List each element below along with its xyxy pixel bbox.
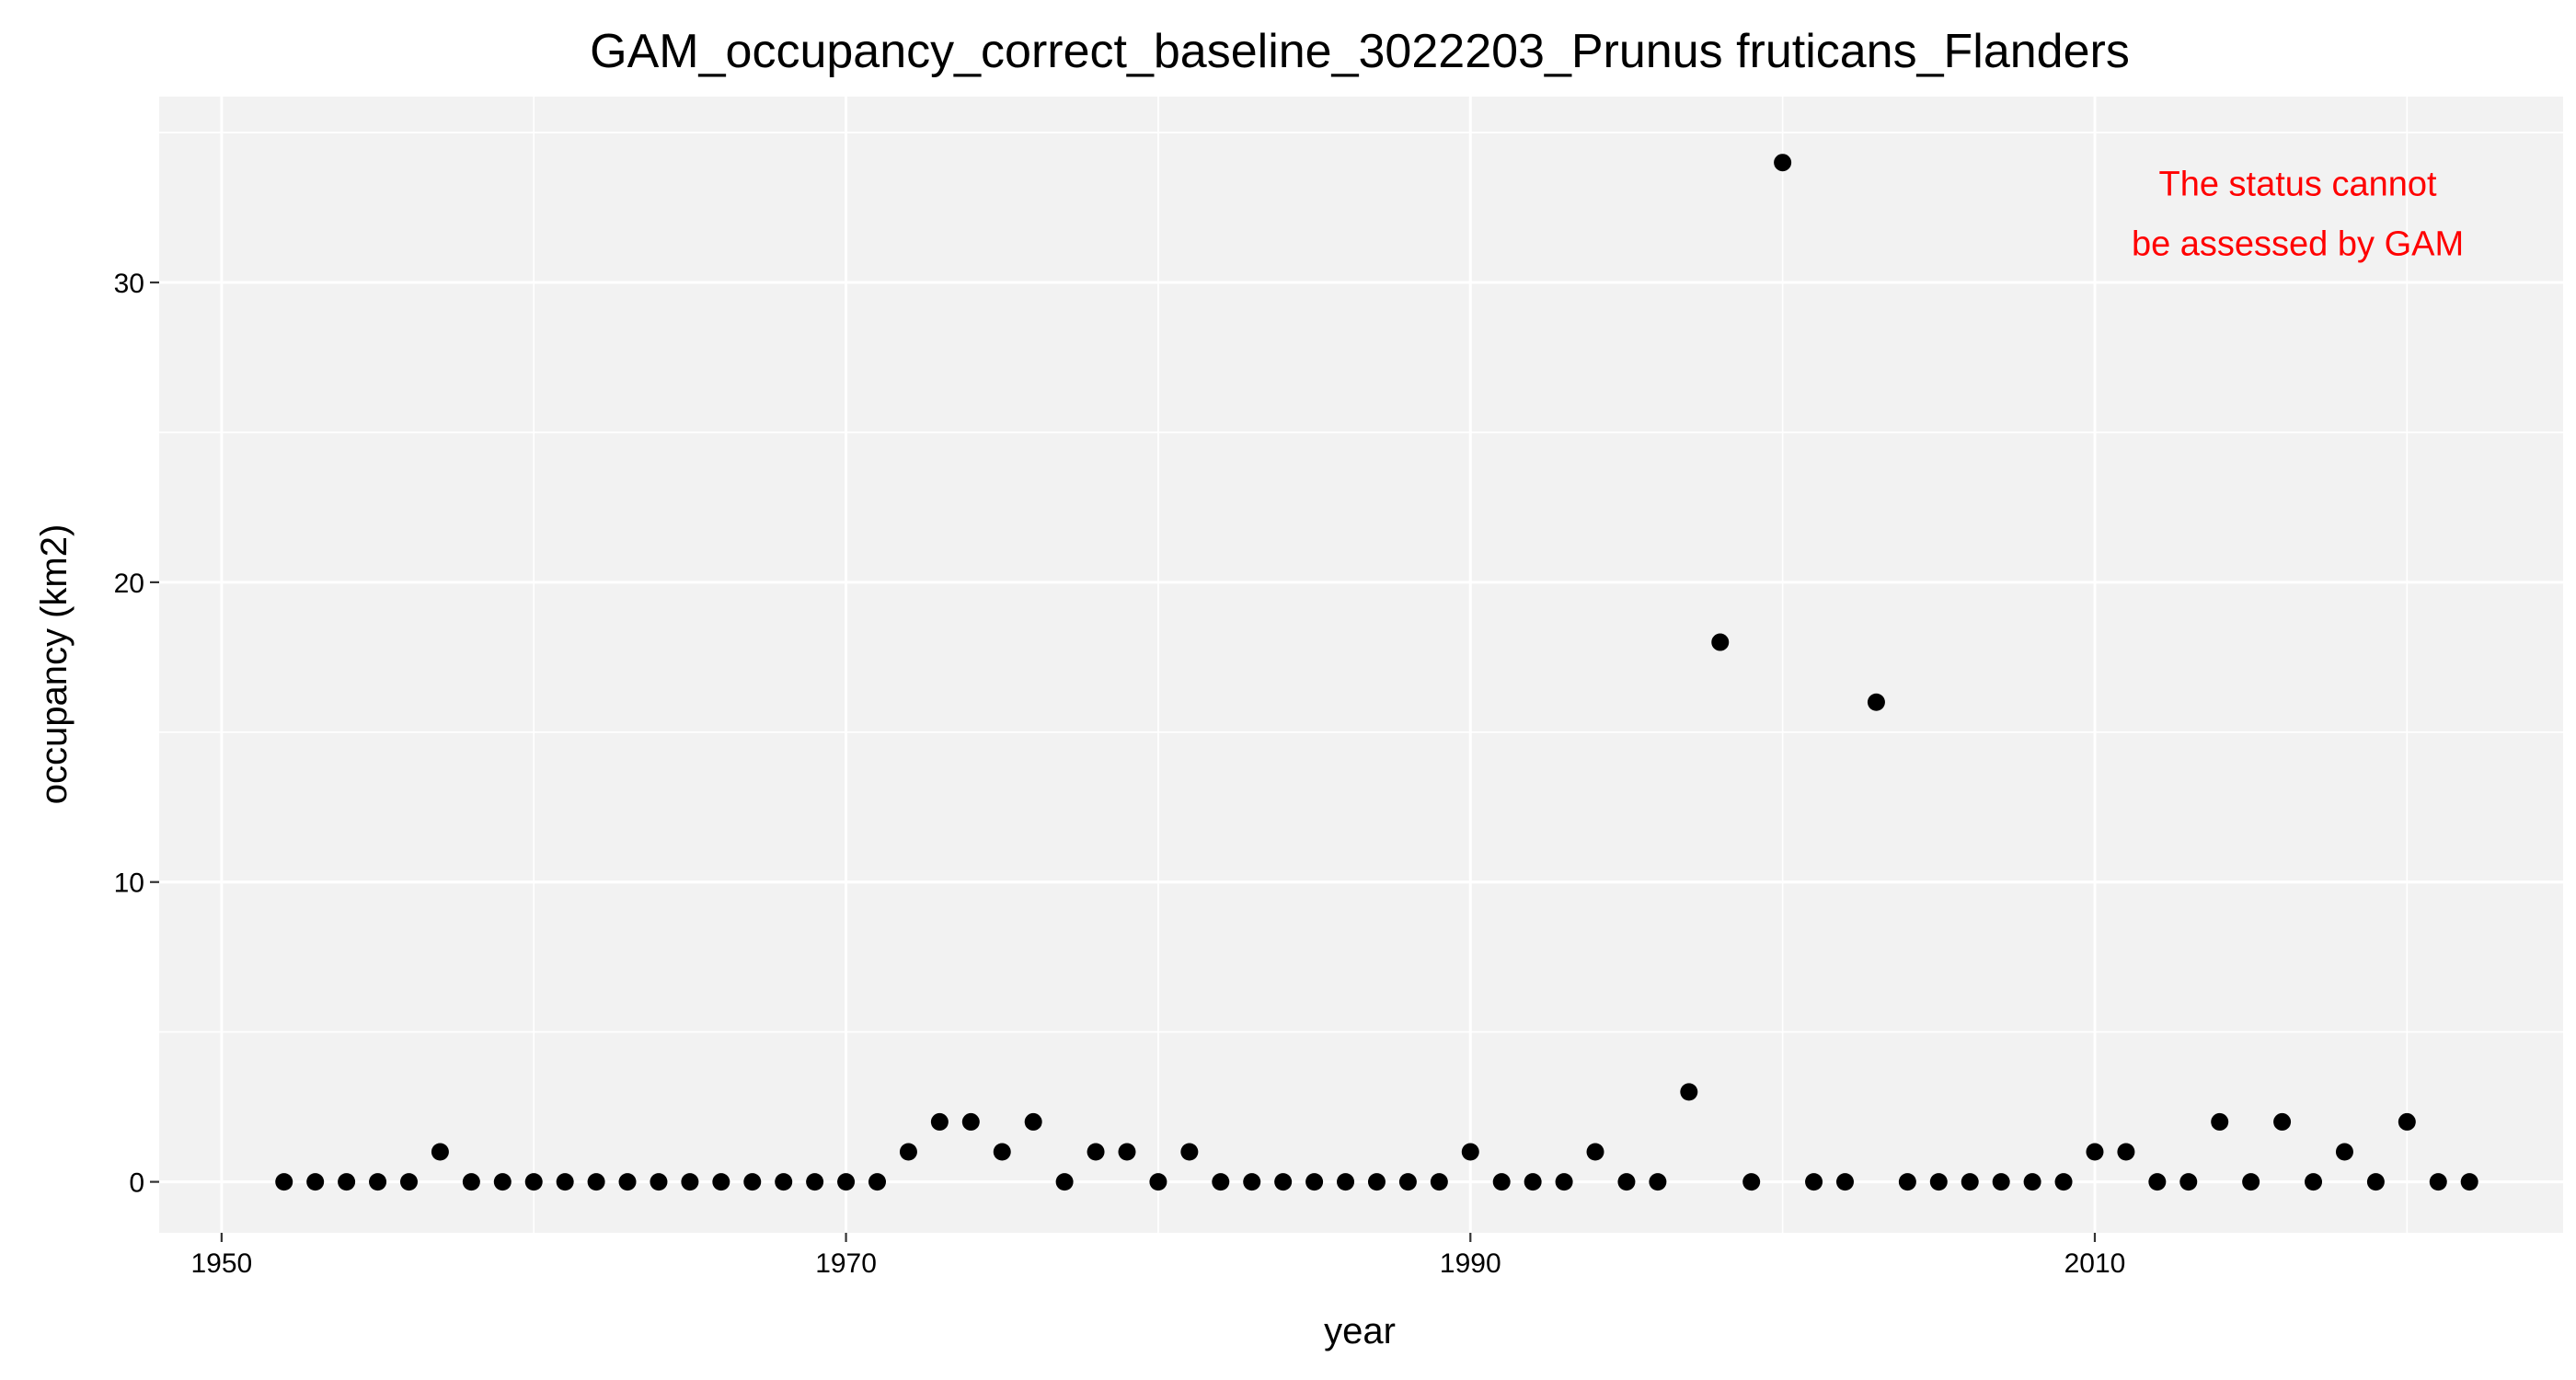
x-tick-label: 1950 [190,1248,252,1279]
data-point [2148,1173,2167,1191]
data-point [2054,1173,2073,1191]
data-point [2242,1173,2260,1191]
data-point [1774,154,1792,172]
x-axis-title: year [1324,1311,1396,1351]
data-point [2211,1112,2229,1131]
data-point [1398,1173,1417,1191]
data-point [431,1143,449,1161]
x-tick-label: 2010 [2064,1248,2126,1279]
data-point [306,1173,325,1191]
data-point [556,1173,574,1191]
annotation: The status cannot be assessed by GAM [2132,165,2464,263]
data-point [899,1143,917,1161]
data-point [1180,1143,1199,1161]
x-tick-label: 1990 [1440,1248,1501,1279]
data-point [1711,633,1730,651]
data-point [1835,1173,1854,1191]
data-point [743,1173,762,1191]
x-axis-ticks: 1950 1970 1990 2010 [190,1233,2125,1279]
data-point [1961,1173,1979,1191]
data-point [1617,1173,1636,1191]
data-point [1087,1143,1105,1161]
annotation-line: be assessed by GAM [2132,225,2464,264]
data-point [2460,1173,2478,1191]
data-point [1805,1173,1823,1191]
data-point [961,1112,980,1131]
data-point [1461,1143,1479,1161]
data-point [1992,1173,2010,1191]
data-point [618,1173,637,1191]
data-point [2366,1173,2385,1191]
data-point [1430,1173,1448,1191]
data-point [1024,1112,1042,1131]
data-point [1055,1173,1074,1191]
data-point [930,1112,949,1131]
data-points [275,154,2478,1191]
data-point [2179,1173,2198,1191]
y-axis-title: occupancy (km2) [34,524,75,805]
data-point [1337,1173,1355,1191]
data-point [462,1173,480,1191]
data-point [369,1173,387,1191]
y-tick-label: 20 [114,569,144,599]
data-point [1586,1143,1604,1161]
data-point [712,1173,730,1191]
annotation-line: The status cannot [2159,165,2438,203]
data-point [1367,1173,1386,1191]
data-point [1742,1173,1761,1191]
data-point [587,1173,605,1191]
data-point [1492,1173,1511,1191]
data-point [1680,1083,1698,1101]
data-point [868,1173,887,1191]
chart-title: GAM_occupancy_correct_baseline_3022203_P… [590,25,2130,78]
data-point [2305,1173,2323,1191]
data-point [493,1173,512,1191]
data-point [275,1173,293,1191]
data-point [1929,1173,1948,1191]
data-point [1524,1173,1542,1191]
data-point [1555,1173,1573,1191]
plot-panel [159,97,2563,1233]
data-point [1305,1173,1324,1191]
data-point [399,1173,418,1191]
data-point [681,1173,699,1191]
data-point [2273,1112,2292,1131]
data-point [1649,1173,1667,1191]
data-point [1274,1173,1293,1191]
data-point [2335,1143,2353,1161]
data-point [993,1143,1011,1161]
data-point [806,1173,824,1191]
y-tick-label: 30 [114,269,144,299]
data-point [837,1173,856,1191]
data-point [524,1173,543,1191]
data-point [2086,1143,2104,1161]
data-point [1149,1173,1167,1191]
data-point [775,1173,793,1191]
grid-minor [159,97,2563,1233]
data-point [2429,1173,2447,1191]
y-tick-label: 10 [114,868,144,899]
data-point [1898,1173,1916,1191]
data-point [2398,1112,2416,1131]
data-point [650,1173,668,1191]
data-point [2117,1143,2135,1161]
data-point [1243,1173,1261,1191]
x-tick-label: 1970 [815,1248,877,1279]
data-point [338,1173,356,1191]
y-tick-label: 0 [129,1168,144,1199]
data-point [1212,1173,1230,1191]
data-point [1118,1143,1136,1161]
data-point [1867,693,1885,711]
y-axis-ticks: 0 10 20 30 [114,269,159,1199]
data-point [2023,1173,2041,1191]
